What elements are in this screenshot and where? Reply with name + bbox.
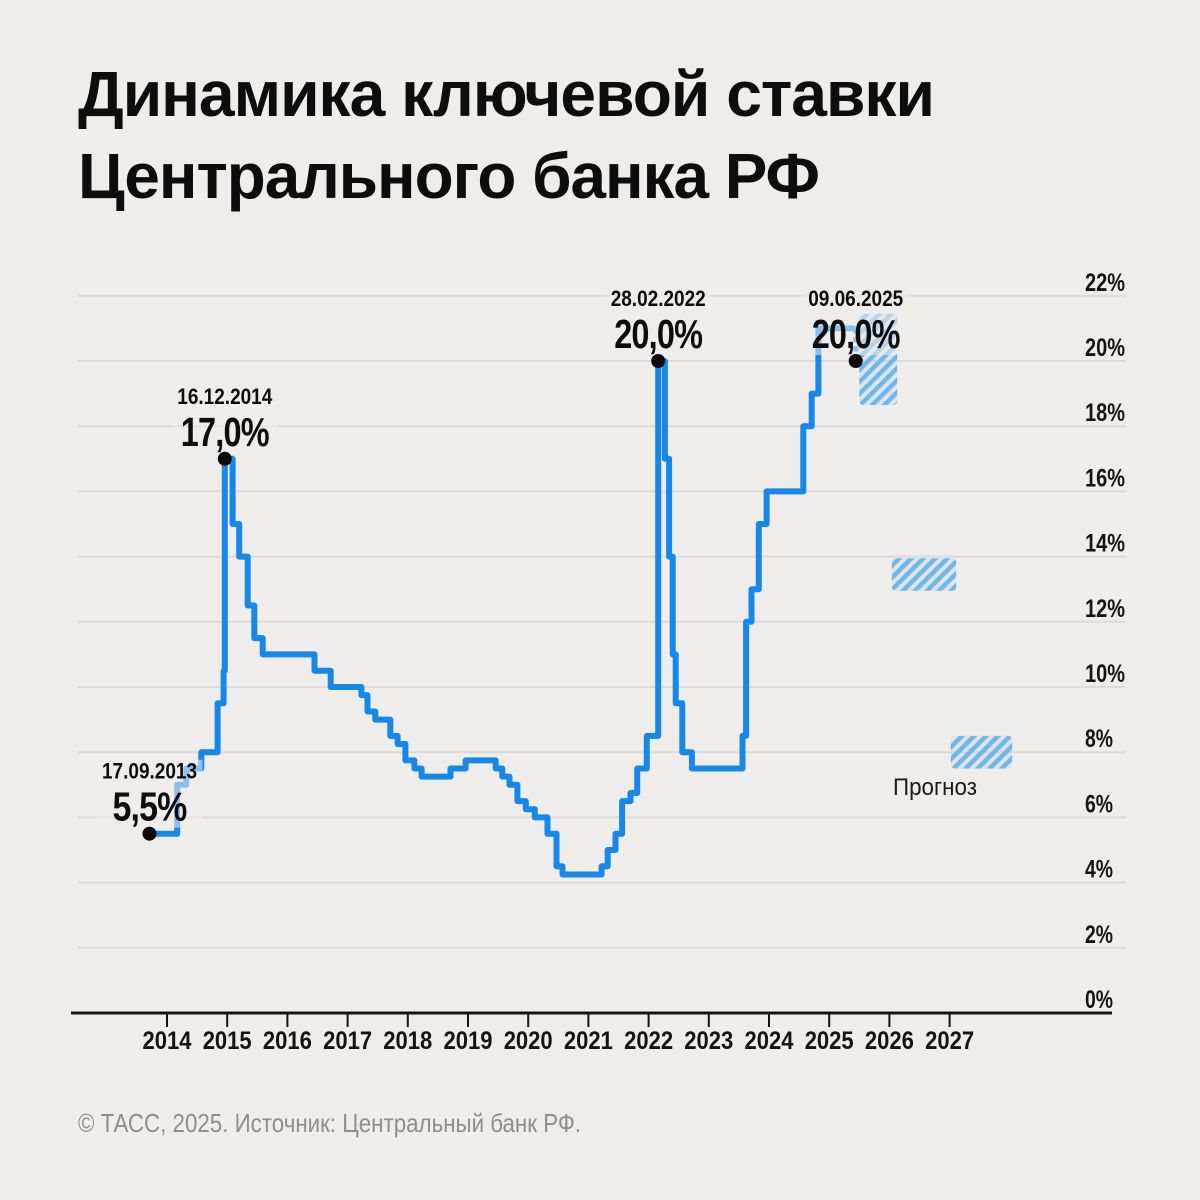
rate-line <box>146 325 857 878</box>
annotation-backdrop <box>96 759 203 828</box>
y-axis-label: 16% <box>1085 464 1125 492</box>
x-axis-label: 2016 <box>263 1027 312 1055</box>
y-axis-label: 0% <box>1085 986 1113 1014</box>
annotation-date: 16.12.2014 <box>177 384 273 409</box>
y-axis-label: 12% <box>1085 595 1125 623</box>
x-axis-label: 2026 <box>865 1027 914 1055</box>
chart-title-line2: Центрального банка РФ <box>78 140 819 212</box>
y-axis-label: 14% <box>1085 530 1125 558</box>
forecast-range-box <box>950 735 1013 769</box>
y-axis-label: 18% <box>1085 399 1125 427</box>
x-axis-label: 2027 <box>925 1027 974 1055</box>
annotation-value: 17,0% <box>181 409 269 455</box>
y-axis-label: 2% <box>1085 921 1113 949</box>
x-axis-label: 2015 <box>203 1027 252 1055</box>
chart-title-line1: Динамика ключевой ставки <box>78 58 934 130</box>
y-axis-label: 6% <box>1085 790 1113 818</box>
forecast-range-box <box>891 558 957 591</box>
data-point-marker <box>142 826 157 841</box>
annotation-date: 09.06.2025 <box>808 286 903 311</box>
x-axis-label: 2021 <box>564 1027 613 1055</box>
y-axis-label: 22% <box>1085 269 1125 297</box>
annotation-value: 20,0% <box>614 311 702 357</box>
y-axis-label: 4% <box>1085 856 1113 884</box>
x-axis-label: 2022 <box>624 1027 673 1055</box>
annotation-backdrop <box>605 287 712 355</box>
x-axis-label: 2014 <box>143 1027 192 1055</box>
axes-layer: 0% 2% 4% 6% 8% 10% 12% 14% 16% 18% 20% 22% 2014 2015 2… <box>71 269 1125 1055</box>
x-axis-label: 2017 <box>323 1027 372 1055</box>
annotation-backdrop <box>802 287 909 355</box>
annotation-value: 5,5% <box>113 784 187 830</box>
source-credit: © ТАСС, 2025. Источник: Центральный банк… <box>78 1108 581 1138</box>
annotations-layer: 17.09.20135,5%16.12.201417,0%28.02.20222… <box>96 286 909 841</box>
x-axis-label: 2018 <box>383 1027 432 1055</box>
x-axis-label: 2025 <box>805 1027 854 1055</box>
annotation-backdrop <box>171 384 278 453</box>
x-axis-label: 2019 <box>444 1027 493 1055</box>
data-point-marker <box>651 354 666 368</box>
annotation-value: 20,0% <box>812 311 900 357</box>
x-axis-label: 2023 <box>684 1027 733 1055</box>
data-point-marker <box>217 451 232 466</box>
y-axis-label: 20% <box>1085 334 1125 362</box>
annotation-date: 17.09.2013 <box>102 759 197 784</box>
y-axis-label: 8% <box>1085 725 1113 753</box>
forecast-label: Прогноз <box>893 774 977 801</box>
forecast-layer <box>859 313 1013 769</box>
data-point-marker <box>848 354 863 368</box>
x-axis-label: 2020 <box>504 1027 553 1055</box>
y-axis-label: 10% <box>1085 660 1125 688</box>
x-axis-label: 2024 <box>745 1027 794 1055</box>
annotation-date: 28.02.2022 <box>611 286 706 311</box>
